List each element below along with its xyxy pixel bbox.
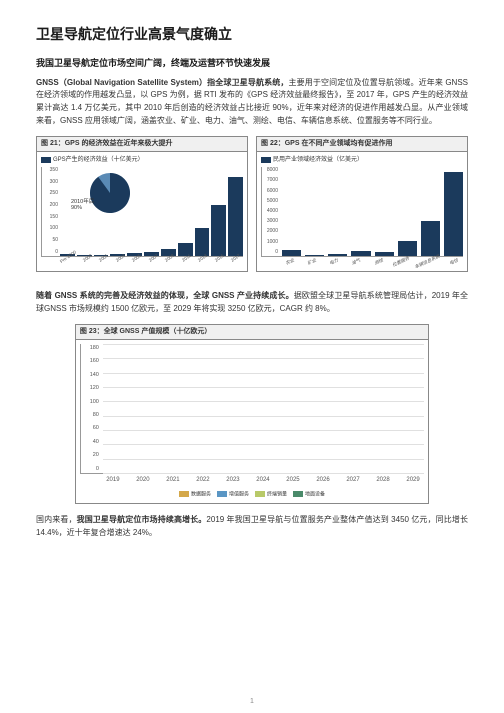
chart2-title: 图 22：GPS 在不同产业领域均有促进作用 [257,137,467,153]
chart2-yaxis: 800070006000500040003000200010000 [260,167,278,256]
chart3-grid [103,344,424,473]
chart-row-top: 图 21：GPS 的经济效益在近年来极大提升 GPS产生的经济效益（十亿美元） … [36,136,468,272]
chart1-xaxis: Pre-200020002001200320052007200920112013… [41,257,243,267]
chart2-xaxis: 农业矿业电力油气测绘位置服务车辆信息系统电信 [261,257,463,266]
chart1-legend: GPS产生的经济效益（十亿美元） [41,156,243,165]
section-subtitle: 我国卫星导航定位市场空间广阔，终端及运营环节快速发展 [36,57,468,71]
paragraph-1: GNSS（Global Navigation Satellite System）… [36,77,468,128]
chart3-yaxis: 180160140120100806040200 [79,344,99,473]
pie-icon [88,171,132,215]
chart2-legend: 民用产业领域经济效益（亿美元） [261,156,463,165]
chart2-bars: 800070006000500040003000200010000 [261,167,463,257]
pie-label: 2010年后 90% [71,199,94,211]
chart1-title: 图 21：GPS 的经济效益在近年来极大提升 [37,137,247,153]
chart3-xaxis: 2019202020212022202320242025202620272028… [80,476,424,485]
page-number: 1 [250,697,254,708]
chart-gps-benefit: 图 21：GPS 的经济效益在近年来极大提升 GPS产生的经济效益（十亿美元） … [36,136,248,272]
legend-swatch [261,157,271,163]
chart3-legend: 数据服务增值服务终端销量地面设备 [80,491,424,499]
paragraph-2: 随着 GNSS 系统的完善及经济效益的体现，全球 GNSS 产业持续成长。据欧盟… [36,290,468,316]
chart-gnss-global: 图 23：全球 GNSS 产值规模（十亿欧元） 1801601401201008… [75,324,429,504]
chart3-bars: 180160140120100806040200 [80,344,424,474]
chart-gps-industry: 图 22：GPS 在不同产业领域均有促进作用 民用产业领域经济效益（亿美元） 8… [256,136,468,272]
paragraph-3: 国内来看，我国卫星导航定位市场持续高增长。2019 年我国卫星导航与位置服务产业… [36,514,468,540]
chart1-bars: 350300250200150100500 2010年后 90% [41,167,243,257]
chart1-yaxis: 350300250200150100500 [40,167,58,256]
legend-swatch [41,157,51,163]
chart3-title: 图 23：全球 GNSS 产值规模（十亿欧元） [76,325,428,341]
page-title: 卫星导航定位行业高景气度确立 [36,24,468,45]
